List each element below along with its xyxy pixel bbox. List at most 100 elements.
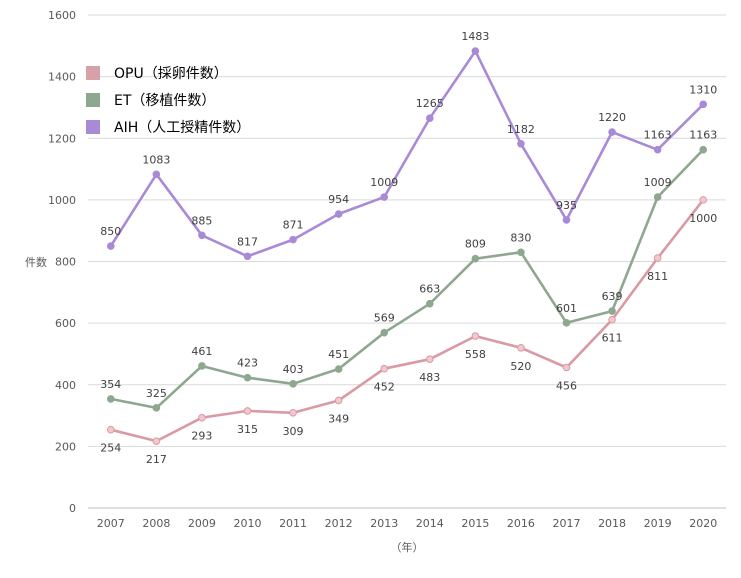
x-tick-label: 2017 [553, 517, 581, 530]
data-label-aih: 817 [237, 235, 258, 248]
x-axis-title: （年） [391, 540, 424, 554]
y-axis-title: 件数 [25, 256, 47, 269]
data-point-aih [517, 139, 525, 148]
data-point-opu [517, 343, 525, 352]
data-label-et: 403 [283, 363, 304, 376]
data-label-et: 639 [602, 290, 623, 303]
y-tick-label: 1600 [48, 9, 76, 22]
legend: OPU（採卵件数） ET（移植件数） AIH（人工授精件数） [86, 66, 250, 136]
x-tick-label: 2010 [234, 517, 262, 530]
data-label-aih: 1163 [644, 129, 672, 142]
data-label-opu: 1000 [689, 212, 717, 225]
data-point-aih [380, 193, 389, 201]
x-tick-label: 2009 [188, 517, 216, 530]
data-point-et [699, 145, 708, 154]
series-line-aih [109, 49, 705, 258]
data-label-aih: 885 [191, 214, 212, 227]
data-label-opu: 293 [191, 430, 212, 443]
data-point-opu [425, 355, 434, 363]
x-tick-label: 2014 [416, 517, 444, 530]
data-point-et [425, 299, 434, 308]
data-label-et: 451 [328, 348, 349, 361]
data-point-opu [471, 332, 480, 340]
data-point-et [562, 319, 571, 327]
gridlines [88, 14, 726, 509]
data-label-aih: 935 [556, 199, 577, 212]
data-label-aih: 871 [283, 219, 304, 232]
data-point-opu [562, 363, 571, 372]
series-line-opu [110, 199, 705, 443]
y-tick-label: 0 [69, 502, 76, 515]
data-point-et [198, 362, 206, 370]
data-label-aih: 1182 [507, 123, 535, 136]
x-tick-label: 2016 [507, 517, 535, 530]
data-label-opu: 520 [510, 360, 531, 373]
data-label-et: 663 [419, 283, 440, 296]
data-label-et: 809 [465, 238, 486, 251]
data-point-aih [334, 210, 343, 218]
x-tick-label: 2007 [97, 517, 125, 530]
data-point-et [334, 365, 343, 373]
data-label-et: 325 [146, 387, 167, 400]
data-point-opu [334, 396, 343, 405]
data-point-opu [289, 408, 297, 417]
data-label-opu: 611 [602, 332, 623, 345]
data-label-et: 354 [100, 378, 121, 391]
x-tick-label: 2020 [689, 517, 717, 530]
data-label-et: 1163 [689, 129, 717, 142]
x-axis-ticks: 2007 2008 2009 2010 2011 2012 2013 2014 2015 2016… [97, 517, 717, 530]
y-tick-label: 1400 [48, 71, 76, 84]
data-label-aih: 954 [328, 193, 349, 206]
legend-swatch-opu [86, 66, 100, 80]
data-label-et: 423 [237, 357, 258, 370]
data-point-aih [243, 252, 252, 261]
y-axis-ticks: 0 200 400 600 800 1000 1200 1400 1600 [48, 9, 76, 515]
data-label-opu: 483 [419, 371, 440, 384]
data-point-et [608, 307, 616, 315]
data-point-opu [106, 425, 115, 434]
series-lines [106, 47, 708, 445]
data-point-opu [380, 364, 389, 373]
legend-label-opu: OPU（採卵件数） [114, 66, 228, 82]
data-label-aih: 1483 [461, 30, 489, 43]
data-label-et: 461 [191, 345, 212, 358]
data-label-et: 601 [556, 302, 577, 315]
x-tick-label: 2019 [644, 517, 672, 530]
data-point-et [106, 395, 115, 403]
data-label-opu: 254 [100, 442, 121, 455]
data-point-aih [289, 235, 297, 244]
data-point-aih [152, 170, 161, 179]
data-point-aih [608, 128, 616, 136]
data-point-et [380, 328, 389, 337]
legend-swatch-aih [86, 120, 100, 134]
y-tick-label: 1000 [48, 194, 76, 207]
data-point-et [653, 193, 662, 201]
data-label-aih: 1310 [689, 83, 717, 96]
data-point-opu [198, 413, 206, 422]
x-tick-label: 2015 [461, 517, 489, 530]
data-label-et: 1009 [644, 176, 672, 189]
data-point-aih [106, 242, 115, 250]
data-point-aih [425, 114, 434, 123]
data-point-aih [198, 231, 206, 240]
x-tick-label: 2018 [598, 517, 626, 530]
data-point-opu [243, 407, 252, 415]
data-point-opu [608, 315, 616, 324]
y-tick-label: 200 [55, 440, 76, 453]
y-tick-label: 600 [55, 317, 76, 330]
data-label-aih: 850 [100, 225, 121, 238]
data-point-opu [699, 196, 708, 204]
data-label-et: 830 [510, 231, 531, 244]
data-point-aih [562, 216, 571, 224]
data-label-aih: 1220 [598, 111, 626, 124]
data-point-opu [152, 437, 161, 445]
data-point-aih [653, 145, 662, 154]
data-point-aih [471, 47, 480, 55]
legend-swatch-et [86, 93, 100, 107]
data-point-et [289, 380, 297, 388]
data-label-opu: 558 [465, 348, 486, 361]
data-label-opu: 811 [647, 270, 668, 283]
data-label-opu: 217 [146, 453, 167, 466]
